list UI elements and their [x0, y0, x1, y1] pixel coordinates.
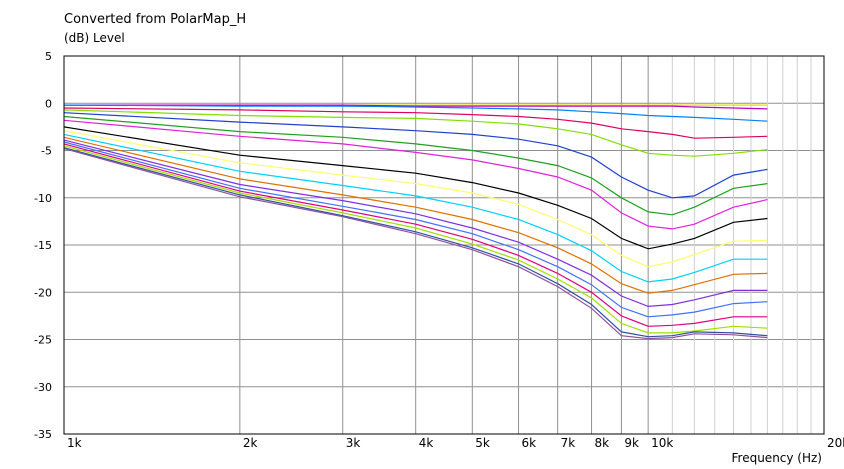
series-line-7 [63, 115, 768, 216]
series-line-4 [63, 107, 768, 139]
x-tick-label: 8k [595, 436, 610, 450]
y-tick-label: -35 [34, 428, 52, 441]
y-tick-label: -5 [41, 145, 52, 158]
x-tick-label: 10k [651, 436, 673, 450]
series-line-5 [63, 109, 768, 157]
series-line-17 [63, 147, 768, 338]
series-line-16 [63, 145, 768, 334]
y-tick-labels: 5 0 -5 -10 -15 -20 -25 -30 -35 [34, 50, 52, 441]
series-line-11 [63, 133, 768, 283]
series-line-13 [63, 139, 768, 308]
y-tick-label: 5 [45, 50, 52, 63]
series-line-8 [63, 119, 768, 230]
x-tick-label: 4k [419, 436, 434, 450]
y-tick-label: -25 [34, 334, 52, 347]
series-line-15 [63, 143, 768, 327]
y-tick-label: -30 [34, 381, 52, 394]
x-tick-label: 1k [67, 436, 82, 450]
series-line-14 [63, 141, 768, 318]
series-lines [63, 104, 768, 340]
x-axis-label: Frequency (Hz) [731, 451, 823, 465]
y-tick-label: -20 [34, 286, 52, 299]
x-tick-label: 2k [243, 436, 258, 450]
x-tick-labels: 1k 2k 3k 4k 5k 6k 7k 8k 9k 10k 20k [67, 436, 844, 450]
x-tick-label: 7k [561, 436, 576, 450]
x-tick-label: 6k [522, 436, 537, 450]
series-line-12 [63, 136, 768, 294]
x-tick-label: 20k [827, 436, 844, 450]
x-tick-label: 3k [346, 436, 361, 450]
y-tick-label: -15 [34, 239, 52, 252]
series-line-9 [63, 126, 768, 250]
y-axis-label: (dB) Level [64, 31, 125, 45]
grid [63, 55, 825, 435]
plot-frame [63, 55, 825, 435]
x-tick-label: 9k [624, 436, 639, 450]
series-line-10 [63, 130, 768, 268]
series-line-3 [63, 104, 768, 122]
series-line-18 [63, 148, 768, 340]
y-tick-label: 0 [45, 97, 52, 110]
series-line-6 [63, 112, 768, 199]
chart-title: Converted from PolarMap_H [64, 12, 247, 27]
y-tick-label: -10 [34, 192, 52, 205]
series-line-2 [64, 104, 768, 110]
x-tick-label: 5k [475, 436, 490, 450]
